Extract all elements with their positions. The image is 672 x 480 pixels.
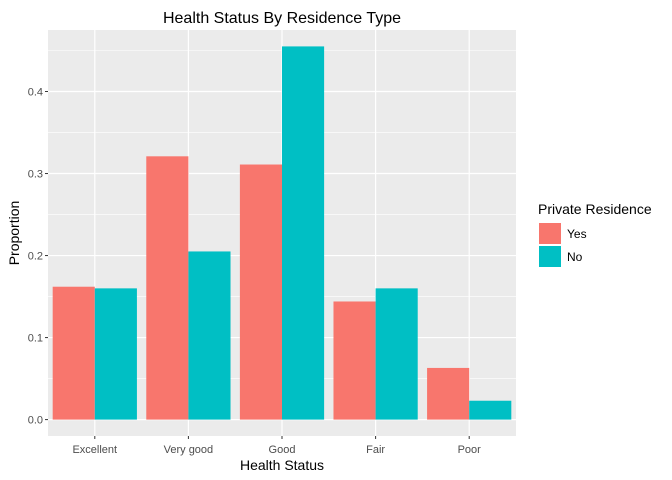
tick-labels: 0.0 0.1 0.2 0.3 0.4 Excellent Very good Good Fai… — [28, 87, 481, 456]
x-tick-label: Fair — [366, 444, 385, 456]
bars — [52, 46, 512, 420]
bar-yes-very-good — [146, 156, 189, 420]
bar-yes-good — [239, 164, 282, 420]
y-tick-label: 0.0 — [28, 415, 43, 427]
bar-no-poor — [469, 400, 512, 420]
bar-no-very-good — [188, 251, 231, 420]
y-tick-label: 0.3 — [28, 169, 43, 181]
legend: Private Residence Yes No — [538, 201, 652, 267]
bar-no-fair — [375, 288, 418, 420]
y-tick-label: 0.1 — [28, 333, 43, 345]
y-tick-label: 0.2 — [28, 251, 43, 263]
bar-no-good — [282, 46, 325, 420]
legend-label-yes: Yes — [567, 227, 587, 241]
legend-title: Private Residence — [538, 201, 652, 217]
x-axis-title: Health Status — [240, 457, 324, 473]
x-tick-label: Very good — [164, 444, 214, 456]
x-tick-label: Excellent — [72, 444, 117, 456]
legend-label-no: No — [567, 250, 583, 264]
axis-ticks — [45, 91, 470, 439]
bar-yes-poor — [427, 367, 470, 420]
y-tick-label: 0.4 — [28, 87, 43, 99]
chart-title: Health Status By Residence Type — [163, 10, 401, 27]
x-tick-label: Poor — [458, 444, 482, 456]
y-axis-title: Proportion — [6, 201, 22, 266]
legend-key-no — [539, 246, 561, 267]
bar-yes-excellent — [52, 286, 95, 420]
legend-key-yes — [539, 223, 561, 244]
x-tick-label: Good — [269, 444, 296, 456]
bar-yes-fair — [333, 301, 376, 420]
bar-no-excellent — [94, 288, 137, 420]
